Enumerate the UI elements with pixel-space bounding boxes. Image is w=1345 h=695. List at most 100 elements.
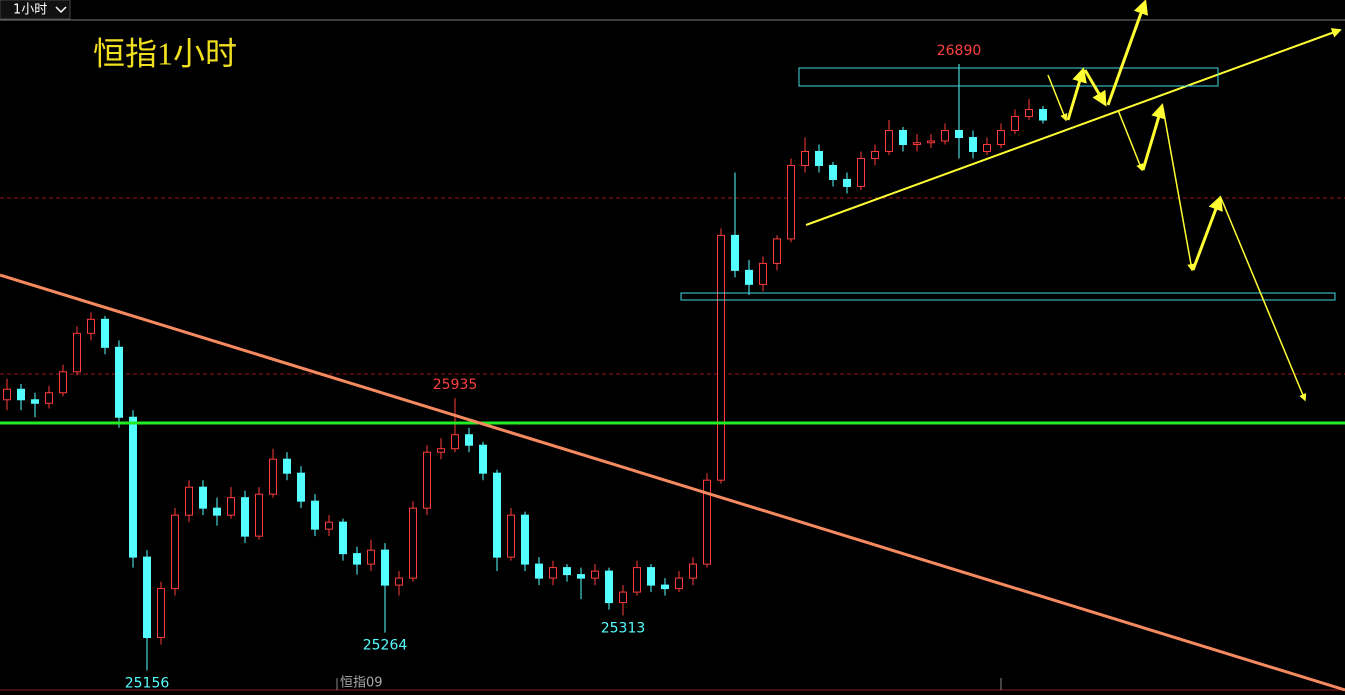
footer-label: 恒指09 xyxy=(340,676,383,691)
candle-body xyxy=(199,486,207,509)
candle-body xyxy=(605,570,613,604)
candle-body xyxy=(3,388,11,401)
candle-body xyxy=(913,142,921,145)
candle-body xyxy=(521,514,529,565)
down-trendline xyxy=(0,273,1345,692)
candle-body xyxy=(507,514,515,558)
projection-arrow xyxy=(1106,0,1149,106)
candle-body xyxy=(703,479,711,565)
candle-body xyxy=(899,130,907,145)
candle-body xyxy=(1011,116,1019,132)
candle-body xyxy=(59,371,67,394)
candle-body xyxy=(773,238,781,264)
candle-body xyxy=(73,332,81,373)
projection-arrow xyxy=(1066,67,1087,121)
high-label: 26890 xyxy=(937,43,982,59)
candle-body xyxy=(213,507,221,516)
candle-body xyxy=(661,584,669,590)
projection-arrow xyxy=(1047,74,1068,122)
candle-body xyxy=(311,500,319,530)
candle-body xyxy=(101,318,109,348)
timeframe-label: 1小时 xyxy=(13,3,47,18)
candle-body xyxy=(185,486,193,516)
candle-body xyxy=(969,136,977,152)
candle-body xyxy=(619,591,627,604)
candle-body xyxy=(843,178,851,187)
candle-body xyxy=(423,451,431,509)
projection-arrow xyxy=(1141,103,1166,171)
candle-body xyxy=(437,448,445,453)
candle-body xyxy=(45,392,53,404)
projection-arrow xyxy=(1191,195,1223,271)
up-trendline xyxy=(805,28,1342,226)
candle-body xyxy=(451,434,459,450)
candle-body xyxy=(143,556,151,639)
candle-body xyxy=(115,346,123,418)
candle-body xyxy=(297,472,305,502)
candle-body xyxy=(227,497,235,516)
candle-body xyxy=(339,521,347,555)
candles xyxy=(3,64,1047,671)
range-box xyxy=(680,292,1336,301)
low-label: 25313 xyxy=(601,621,646,637)
candle-body xyxy=(759,262,767,285)
candle-body xyxy=(129,416,137,558)
candle-body xyxy=(633,567,641,593)
candle-body xyxy=(955,130,963,138)
projection-arrow xyxy=(1117,109,1144,172)
candle-body xyxy=(269,458,277,495)
projection-arrow xyxy=(1083,69,1107,107)
candle-body xyxy=(87,318,95,334)
candle-body xyxy=(353,553,361,565)
candle-body xyxy=(675,577,683,590)
candle-body xyxy=(997,130,1005,145)
projection-arrow xyxy=(1220,197,1307,402)
candle-body xyxy=(409,507,417,579)
candle-body xyxy=(395,577,403,586)
candle-body xyxy=(815,150,823,166)
candle-body xyxy=(381,549,389,586)
timeframe-selector[interactable] xyxy=(0,0,71,20)
candle-body xyxy=(941,130,949,142)
candle-body xyxy=(549,567,557,579)
candle-body xyxy=(255,493,263,537)
candle-body xyxy=(829,164,837,180)
projection-arrow xyxy=(1162,107,1195,272)
candle-body xyxy=(31,399,39,404)
candle-body xyxy=(745,269,753,285)
candle-body xyxy=(787,164,795,240)
candle-body xyxy=(157,588,165,639)
candle-body xyxy=(535,563,543,579)
candle-body xyxy=(1039,109,1047,121)
candle-body xyxy=(171,514,179,590)
candle-body xyxy=(927,140,935,144)
chart-title: 恒指1小时 xyxy=(93,35,237,71)
candle-body xyxy=(801,150,809,166)
candle-body xyxy=(1025,109,1033,118)
candle-body xyxy=(325,521,333,530)
candle-body xyxy=(717,234,725,481)
candle-body xyxy=(983,143,991,152)
candle-body xyxy=(731,234,739,271)
candle-body xyxy=(283,458,291,474)
candle-body xyxy=(871,150,879,159)
candle-body xyxy=(241,497,249,537)
low-label: 25156 xyxy=(125,675,170,691)
low-label: 25264 xyxy=(363,638,408,654)
candle-body xyxy=(647,567,655,586)
candle-body xyxy=(563,567,571,576)
candle-body xyxy=(591,570,599,579)
candle-body xyxy=(577,574,585,579)
candle-body xyxy=(465,434,473,446)
candle-body xyxy=(367,549,375,565)
candle-body xyxy=(885,130,893,152)
range-box xyxy=(798,67,1219,87)
candle-body xyxy=(479,444,487,474)
candle-body xyxy=(689,563,697,579)
candle-body xyxy=(857,157,865,187)
dropdown-chevron xyxy=(55,6,67,14)
